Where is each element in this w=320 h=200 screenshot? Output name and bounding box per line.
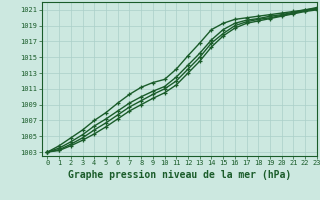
X-axis label: Graphe pression niveau de la mer (hPa): Graphe pression niveau de la mer (hPa) (68, 170, 291, 180)
